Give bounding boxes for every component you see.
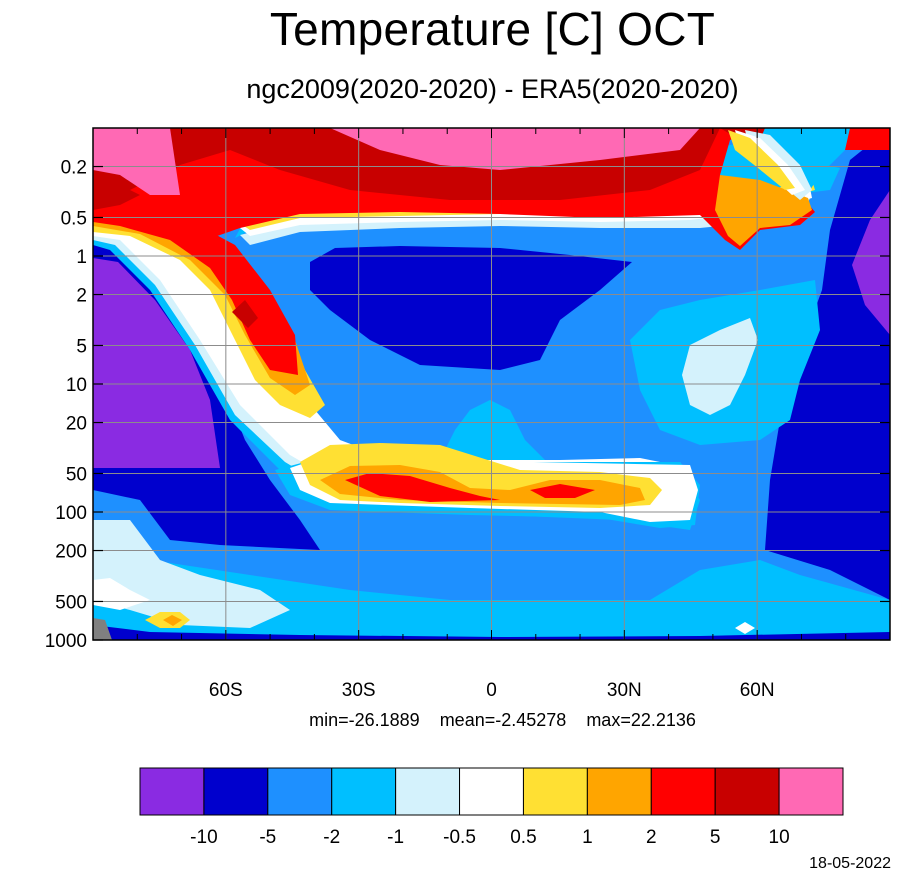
y-tick-label: 200 bbox=[55, 542, 87, 563]
y-tick-label: 5 bbox=[76, 336, 87, 357]
chart-title: Temperature [C] OCT bbox=[269, 3, 716, 55]
colorbar-label: -2 bbox=[323, 827, 340, 848]
colorbar-label: -1 bbox=[387, 827, 404, 848]
stat-max: max=22.2136 bbox=[586, 710, 696, 730]
y-tick-label: 0.5 bbox=[61, 208, 87, 229]
colorbar-swatch bbox=[267, 767, 333, 816]
y-tick-label: 10 bbox=[66, 375, 87, 396]
y-tick-label: 1000 bbox=[45, 631, 87, 652]
colorbar-swatch bbox=[522, 767, 588, 816]
colorbar-swatch bbox=[586, 767, 652, 816]
field-purple-left-top bbox=[93, 258, 220, 468]
x-tick-label: 30N bbox=[607, 680, 642, 701]
x-tick-label: 0 bbox=[486, 680, 497, 701]
grid-lines bbox=[93, 128, 890, 640]
colorbar-label: -10 bbox=[190, 827, 217, 848]
x-axis: 60S 30S 0 30N 60N bbox=[92, 128, 891, 701]
colorbar-swatch bbox=[459, 767, 524, 816]
colorbar-swatch bbox=[203, 767, 269, 816]
colorbar-label: -0.5 bbox=[443, 827, 476, 848]
field-orange-bottomleft bbox=[163, 615, 182, 626]
chart-subtitle: ngc2009(2020-2020) - ERA5(2020-2020) bbox=[246, 74, 739, 104]
colorbar: -10 -5 -2 -1 -0.5 0.5 1 2 5 10 bbox=[139, 767, 844, 848]
y-tick-label: 100 bbox=[55, 503, 87, 524]
y-tick-label: 0.2 bbox=[61, 158, 87, 179]
colorbar-swatch bbox=[714, 767, 780, 816]
y-tick-label: 20 bbox=[66, 414, 87, 435]
colorbar-label: 2 bbox=[646, 827, 657, 848]
y-tick-label: 1 bbox=[76, 247, 87, 268]
field-pink-center bbox=[330, 128, 700, 170]
field-white-bottomright bbox=[735, 622, 755, 634]
colorbar-label: 10 bbox=[769, 827, 790, 848]
field-darkblue-right bbox=[765, 128, 890, 600]
field-darkblue-center bbox=[310, 246, 632, 370]
colorbar-swatch bbox=[395, 767, 461, 816]
colorbar-label: -5 bbox=[259, 827, 276, 848]
field-darkred-spot bbox=[232, 300, 258, 328]
colorbar-label: 5 bbox=[710, 827, 721, 848]
footer-date: 18-05-2022 bbox=[809, 855, 891, 872]
field-red-warm bbox=[345, 473, 500, 502]
colorbar-label: 0.5 bbox=[510, 827, 536, 848]
field-lightblue-equator bbox=[440, 400, 545, 460]
field-pink-left bbox=[93, 128, 180, 195]
field-light-ring-top bbox=[240, 198, 810, 245]
field-orange-right bbox=[715, 175, 812, 246]
y-tick-label: 2 bbox=[76, 286, 87, 307]
field-orange-upper bbox=[93, 214, 310, 395]
field-grey-topo bbox=[93, 618, 112, 640]
field-red-upper bbox=[93, 200, 298, 375]
stat-mean: mean=-2.45278 bbox=[439, 710, 567, 730]
x-tick-label: 60S bbox=[209, 680, 243, 701]
field-purple-right bbox=[852, 190, 890, 335]
x-tick-label: 60N bbox=[740, 680, 775, 701]
field-darkblue-bottom bbox=[93, 625, 890, 640]
x-tick-label: 30S bbox=[342, 680, 376, 701]
y-tick-label: 500 bbox=[55, 592, 87, 613]
field-lightblue-right-top bbox=[760, 128, 850, 190]
colorbar-swatch bbox=[650, 767, 716, 816]
y-axis: 0.2 0.5 1 2 5 10 20 50 100 200 500 1000 bbox=[45, 158, 890, 652]
field-verylight-right bbox=[682, 318, 758, 415]
colorbar-swatch bbox=[139, 767, 205, 816]
field-white-lower-left bbox=[93, 578, 150, 610]
y-tick-label: 50 bbox=[66, 464, 87, 485]
stats-line: min=-26.1889 mean=-2.45278 max=22.2136 bbox=[0, 710, 901, 731]
stat-min: min=-26.1889 bbox=[309, 710, 420, 730]
field-red-warm2 bbox=[530, 484, 595, 498]
field-yellow-right bbox=[728, 130, 795, 190]
colorbar-label: 1 bbox=[582, 827, 593, 848]
colorbar-swatch bbox=[778, 767, 844, 816]
colorbar-swatch bbox=[331, 767, 397, 816]
